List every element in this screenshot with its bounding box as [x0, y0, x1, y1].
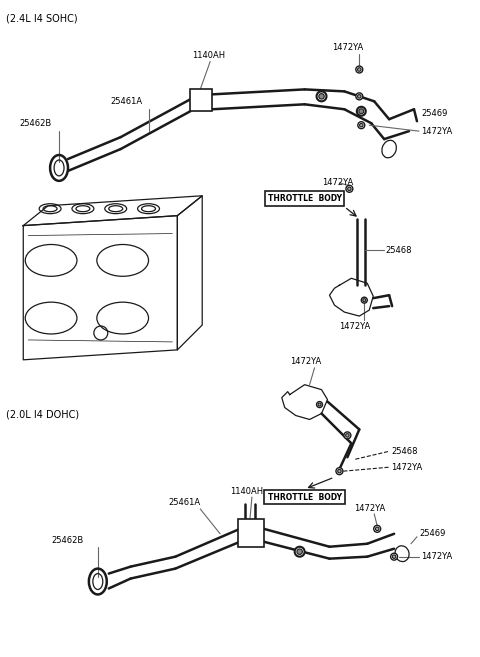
- Bar: [238, 519, 264, 547]
- Circle shape: [391, 553, 397, 560]
- Text: 25468: 25468: [385, 246, 412, 255]
- Text: 1472YA: 1472YA: [354, 505, 385, 514]
- Text: THROTTLE  BODY: THROTTLE BODY: [268, 493, 342, 501]
- Text: 1472YA: 1472YA: [339, 321, 371, 330]
- Circle shape: [374, 526, 381, 532]
- Text: 1472YA: 1472YA: [290, 357, 321, 367]
- Circle shape: [358, 95, 361, 98]
- Circle shape: [316, 91, 326, 101]
- Circle shape: [363, 299, 366, 302]
- Text: 25462B: 25462B: [19, 119, 51, 127]
- Text: 25469: 25469: [419, 530, 445, 538]
- Circle shape: [346, 434, 349, 437]
- Text: 1472YA: 1472YA: [333, 43, 364, 52]
- Circle shape: [319, 93, 324, 99]
- Circle shape: [356, 66, 363, 73]
- Text: THROTTLE  BODY: THROTTLE BODY: [268, 194, 342, 203]
- Circle shape: [392, 555, 396, 558]
- Text: 1472YA: 1472YA: [421, 127, 452, 135]
- Circle shape: [316, 401, 323, 407]
- Text: 1472YA: 1472YA: [421, 552, 452, 561]
- Circle shape: [358, 122, 365, 129]
- Text: 25461A: 25461A: [111, 97, 143, 106]
- Bar: [264, 489, 346, 505]
- Text: 1140AH: 1140AH: [230, 487, 263, 495]
- Text: 25469: 25469: [421, 109, 447, 118]
- Circle shape: [336, 468, 343, 474]
- Circle shape: [295, 547, 305, 556]
- Text: 1472YA: 1472YA: [391, 463, 422, 472]
- Bar: [190, 89, 212, 111]
- Circle shape: [375, 527, 379, 531]
- Circle shape: [348, 187, 351, 191]
- Text: 1472YA: 1472YA: [323, 178, 354, 187]
- Circle shape: [360, 124, 363, 127]
- Circle shape: [346, 185, 353, 193]
- Circle shape: [338, 470, 341, 473]
- Text: 25468: 25468: [391, 447, 418, 456]
- Text: (2.4L I4 SOHC): (2.4L I4 SOHC): [6, 14, 78, 24]
- Circle shape: [358, 68, 361, 71]
- Circle shape: [344, 432, 351, 439]
- Text: 25462B: 25462B: [51, 536, 84, 545]
- Circle shape: [359, 109, 364, 114]
- Circle shape: [356, 93, 363, 100]
- Text: 25461A: 25461A: [168, 499, 201, 507]
- Bar: [265, 191, 344, 206]
- Circle shape: [297, 549, 302, 555]
- Circle shape: [361, 297, 367, 303]
- Circle shape: [318, 403, 321, 406]
- Text: 1140AH: 1140AH: [192, 51, 226, 60]
- Circle shape: [357, 107, 366, 116]
- Text: (2.0L I4 DOHC): (2.0L I4 DOHC): [6, 409, 80, 420]
